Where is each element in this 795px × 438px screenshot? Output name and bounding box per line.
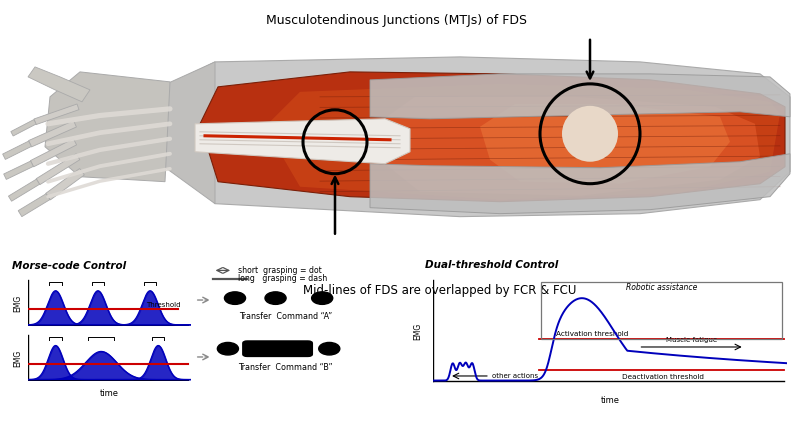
Circle shape	[224, 292, 246, 304]
Polygon shape	[36, 154, 80, 185]
Polygon shape	[9, 179, 40, 201]
Circle shape	[312, 292, 333, 304]
Text: Deactivation threshold: Deactivation threshold	[622, 374, 704, 380]
Text: time: time	[601, 396, 619, 405]
Text: EMG: EMG	[413, 323, 422, 340]
Polygon shape	[370, 74, 790, 119]
Text: Mid-lines of FDS are overlapped by FCR & FCU: Mid-lines of FDS are overlapped by FCR &…	[304, 283, 576, 297]
Text: Transfer  Command “A”: Transfer Command “A”	[239, 312, 332, 321]
Polygon shape	[28, 67, 90, 102]
Text: EMG: EMG	[14, 350, 22, 367]
Text: Muscle fatigue: Muscle fatigue	[666, 337, 717, 343]
Text: time: time	[100, 389, 118, 398]
Polygon shape	[165, 57, 790, 217]
Polygon shape	[45, 169, 84, 200]
Text: Robotic assistance: Robotic assistance	[626, 283, 697, 292]
Text: long   grasping = dash: long grasping = dash	[238, 274, 328, 283]
Polygon shape	[2, 141, 31, 159]
Text: Transfer  Command “B”: Transfer Command “B”	[238, 363, 333, 371]
Text: Dual-threshold Control: Dual-threshold Control	[425, 260, 559, 270]
Circle shape	[562, 106, 618, 162]
Polygon shape	[480, 104, 730, 184]
Text: other actions: other actions	[491, 373, 537, 379]
Polygon shape	[30, 139, 76, 167]
Circle shape	[217, 343, 238, 355]
FancyBboxPatch shape	[242, 340, 313, 357]
Text: Threshold: Threshold	[146, 302, 181, 308]
Polygon shape	[34, 104, 79, 125]
Text: short  grasping = dot: short grasping = dot	[238, 266, 322, 275]
Polygon shape	[11, 120, 36, 136]
Text: Activation threshold: Activation threshold	[556, 331, 629, 337]
Polygon shape	[18, 194, 50, 217]
Polygon shape	[29, 120, 76, 147]
Polygon shape	[4, 161, 33, 180]
Polygon shape	[200, 72, 785, 201]
Polygon shape	[265, 84, 780, 200]
Text: Musculotendinous Junctions (MTJs) of FDS: Musculotendinous Junctions (MTJs) of FDS	[266, 14, 528, 27]
Polygon shape	[195, 119, 410, 164]
Polygon shape	[45, 72, 170, 182]
Polygon shape	[370, 154, 790, 214]
Circle shape	[319, 343, 339, 355]
Text: Morse-code Control: Morse-code Control	[12, 261, 126, 272]
Circle shape	[265, 292, 286, 304]
Polygon shape	[148, 62, 215, 204]
Text: EMG: EMG	[14, 295, 22, 312]
Polygon shape	[380, 97, 760, 196]
